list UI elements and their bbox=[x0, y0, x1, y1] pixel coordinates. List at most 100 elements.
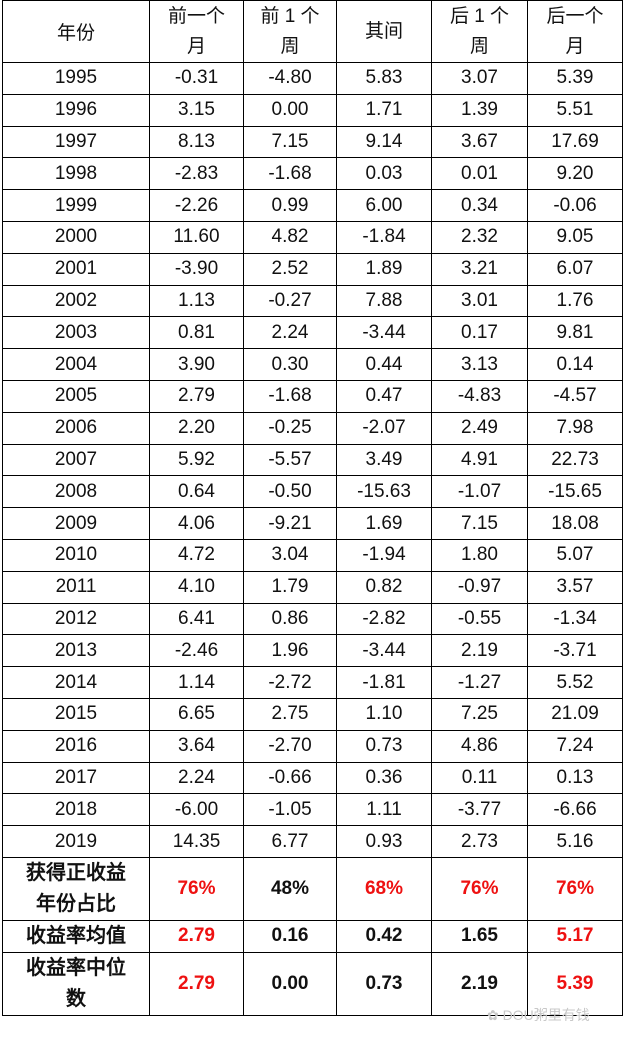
summary-value-cell: 68% bbox=[336, 856, 432, 921]
value-cell: 2.24 bbox=[243, 316, 337, 350]
year-cell: 1999 bbox=[2, 189, 150, 222]
summary-value-cell: 0.73 bbox=[336, 951, 432, 1016]
summary-value-cell: 2.79 bbox=[149, 919, 244, 953]
data-row: 2015 6.65 2.75 1.10 7.25 21.09 bbox=[2, 697, 623, 731]
value-cell: 9.81 bbox=[527, 316, 623, 350]
data-row: 2007 5.92 -5.57 3.49 4.91 22.73 bbox=[2, 443, 623, 477]
summary-value-cell: 5.39 bbox=[527, 951, 623, 1016]
year-cell: 2011 bbox=[2, 570, 150, 604]
value-cell: 2.20 bbox=[149, 411, 244, 445]
value-cell: 14.35 bbox=[149, 825, 244, 858]
data-row: 2011 4.10 1.79 0.82 -0.97 3.57 bbox=[2, 570, 623, 604]
data-row: 2003 0.81 2.24 -3.44 0.17 9.81 bbox=[2, 316, 623, 350]
year-cell: 2000 bbox=[2, 220, 150, 254]
summary-value-cell: 76% bbox=[431, 856, 528, 921]
value-cell: 0.11 bbox=[431, 761, 528, 795]
value-cell: 6.77 bbox=[243, 825, 337, 858]
watermark-text: DOU粥里有钱 bbox=[502, 1007, 590, 1023]
data-row: 1999 -2.26 0.99 6.00 0.34 -0.06 bbox=[2, 189, 623, 222]
year-cell: 2004 bbox=[2, 348, 150, 381]
value-cell: 0.00 bbox=[243, 93, 337, 127]
value-cell: 3.07 bbox=[431, 62, 528, 95]
value-cell: -1.68 bbox=[243, 157, 337, 191]
value-cell: -0.25 bbox=[243, 411, 337, 445]
year-cell: 2018 bbox=[2, 793, 150, 827]
value-cell: 0.93 bbox=[336, 825, 432, 858]
value-cell: 4.06 bbox=[149, 507, 244, 540]
summary-value-cell: 2.79 bbox=[149, 951, 244, 1016]
value-cell: -0.31 bbox=[149, 62, 244, 95]
value-cell: 4.82 bbox=[243, 220, 337, 254]
value-cell: 0.44 bbox=[336, 348, 432, 381]
value-cell: -15.65 bbox=[527, 475, 623, 509]
value-cell: -4.83 bbox=[431, 379, 528, 413]
value-cell: 0.81 bbox=[149, 316, 244, 350]
value-cell: 7.15 bbox=[431, 507, 528, 540]
year-cell: 2019 bbox=[2, 825, 150, 858]
value-cell: 5.83 bbox=[336, 62, 432, 95]
summary-label: 收益率中位数 bbox=[26, 956, 126, 1010]
value-cell: 1.79 bbox=[243, 570, 337, 604]
year-cell: 1996 bbox=[2, 93, 150, 127]
summary-value-cell: 1.65 bbox=[431, 919, 528, 953]
value-cell: -1.68 bbox=[243, 379, 337, 413]
value-cell: 3.64 bbox=[149, 729, 244, 763]
value-cell: -3.90 bbox=[149, 252, 244, 286]
summary-label-cell: 收益率均值 bbox=[2, 919, 150, 953]
year-cell: 2016 bbox=[2, 729, 150, 763]
summary-value-cell: 76% bbox=[149, 856, 244, 921]
header-text: 其间 bbox=[364, 20, 403, 42]
value-cell: 8.13 bbox=[149, 125, 244, 159]
summary-label-cell: 获得正收益年份占比 bbox=[2, 856, 150, 921]
value-cell: -0.97 bbox=[431, 570, 528, 604]
summary-row: 获得正收益年份占比 76% 48% 68% 76% 76% bbox=[2, 856, 623, 921]
value-cell: 3.04 bbox=[243, 538, 337, 572]
value-cell: 1.13 bbox=[149, 284, 244, 318]
summary-value-cell: 0.16 bbox=[243, 919, 337, 953]
data-row: 2016 3.64 -2.70 0.73 4.86 7.24 bbox=[2, 729, 623, 763]
value-cell: 0.17 bbox=[431, 316, 528, 350]
summary-label: 收益率均值 bbox=[26, 924, 126, 947]
value-cell: 5.51 bbox=[527, 93, 623, 127]
value-cell: 1.96 bbox=[243, 634, 337, 668]
value-cell: -0.06 bbox=[527, 189, 623, 222]
summary-value-cell: 48% bbox=[243, 856, 337, 921]
value-cell: 3.90 bbox=[149, 348, 244, 381]
value-cell: -3.77 bbox=[431, 793, 528, 827]
header-cell: 其间 bbox=[336, 0, 432, 63]
data-row: 1998 -2.83 -1.68 0.03 0.01 9.20 bbox=[2, 157, 623, 191]
year-cell: 2006 bbox=[2, 411, 150, 445]
data-row: 2001 -3.90 2.52 1.89 3.21 6.07 bbox=[2, 252, 623, 286]
value-cell: 9.20 bbox=[527, 157, 623, 191]
table-body: 年份 前一个月前 1 个周 其间后 1 个周 后一个月 1995 -0.31 -4.80 5.… bbox=[2, 0, 623, 1016]
summary-value-cell: 2.19 bbox=[431, 951, 528, 1016]
header-text: 年份 bbox=[56, 23, 95, 44]
value-cell: 2.49 bbox=[431, 411, 528, 445]
summary-value-cell: 5.17 bbox=[527, 919, 623, 953]
value-cell: 17.69 bbox=[527, 125, 623, 159]
data-row: 1995 -0.31 -4.80 5.83 3.07 5.39 bbox=[2, 62, 623, 95]
value-cell: 2.24 bbox=[149, 761, 244, 795]
value-cell: 0.82 bbox=[336, 570, 432, 604]
value-cell: 9.14 bbox=[336, 125, 432, 159]
data-row: 2018 -6.00 -1.05 1.11 -3.77 -6.66 bbox=[2, 793, 623, 827]
data-row: 2006 2.20 -0.25 -2.07 2.49 7.98 bbox=[2, 411, 623, 445]
summary-row: 收益率中位数 2.79 0.00 0.73 2.19 5.39 bbox=[2, 951, 623, 1016]
value-cell: 0.86 bbox=[243, 602, 337, 636]
summary-value-cell: 0.00 bbox=[243, 951, 337, 1016]
value-cell: 3.01 bbox=[431, 284, 528, 318]
header-cell: 年份 bbox=[2, 0, 150, 63]
value-cell: 0.03 bbox=[336, 157, 432, 191]
data-row: 2014 1.14 -2.72 -1.81 -1.27 5.52 bbox=[2, 666, 623, 699]
summary-value-cell: 76% bbox=[527, 856, 623, 921]
value-cell: 1.14 bbox=[149, 666, 244, 699]
value-cell: 18.08 bbox=[527, 507, 623, 540]
year-cell: 2009 bbox=[2, 507, 150, 540]
summary-row: 收益率均值 2.79 0.16 0.42 1.65 5.17 bbox=[2, 919, 623, 953]
value-cell: -15.63 bbox=[336, 475, 432, 509]
value-cell: -2.07 bbox=[336, 411, 432, 445]
value-cell: 5.52 bbox=[527, 666, 623, 699]
value-cell: 1.80 bbox=[431, 538, 528, 572]
header-text: 前 1 个周 bbox=[260, 5, 320, 57]
